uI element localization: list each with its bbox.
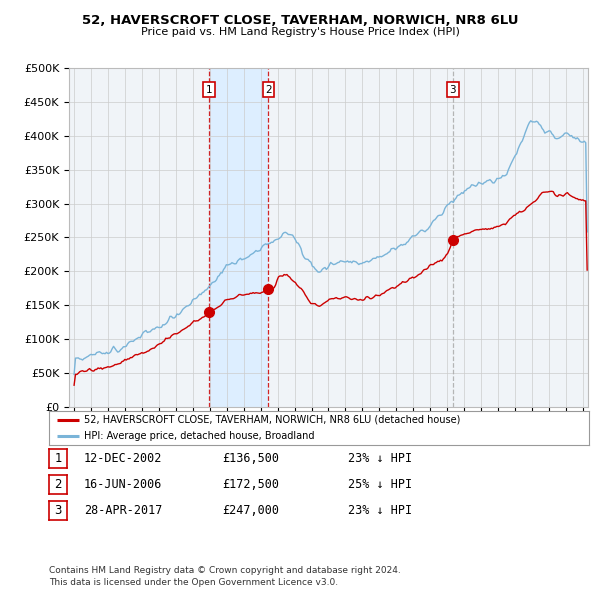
Text: 12-DEC-2002: 12-DEC-2002 xyxy=(84,452,163,465)
Text: £172,500: £172,500 xyxy=(222,478,279,491)
Text: 23% ↓ HPI: 23% ↓ HPI xyxy=(348,452,412,465)
Text: 3: 3 xyxy=(55,504,62,517)
Text: Contains HM Land Registry data © Crown copyright and database right 2024.
This d: Contains HM Land Registry data © Crown c… xyxy=(49,566,401,587)
Text: 3: 3 xyxy=(449,84,456,94)
Text: 28-APR-2017: 28-APR-2017 xyxy=(84,504,163,517)
Text: 2: 2 xyxy=(265,84,272,94)
Text: Price paid vs. HM Land Registry's House Price Index (HPI): Price paid vs. HM Land Registry's House … xyxy=(140,27,460,37)
Text: HPI: Average price, detached house, Broadland: HPI: Average price, detached house, Broa… xyxy=(85,431,315,441)
Text: 1: 1 xyxy=(55,452,62,465)
Text: £136,500: £136,500 xyxy=(222,452,279,465)
Text: 2: 2 xyxy=(55,478,62,491)
Text: 25% ↓ HPI: 25% ↓ HPI xyxy=(348,478,412,491)
Text: 1: 1 xyxy=(206,84,212,94)
Text: 23% ↓ HPI: 23% ↓ HPI xyxy=(348,504,412,517)
Text: 52, HAVERSCROFT CLOSE, TAVERHAM, NORWICH, NR8 6LU (detached house): 52, HAVERSCROFT CLOSE, TAVERHAM, NORWICH… xyxy=(85,415,461,425)
Bar xyxy=(209,68,268,407)
Text: 52, HAVERSCROFT CLOSE, TAVERHAM, NORWICH, NR8 6LU: 52, HAVERSCROFT CLOSE, TAVERHAM, NORWICH… xyxy=(82,14,518,27)
Text: £247,000: £247,000 xyxy=(222,504,279,517)
Text: 16-JUN-2006: 16-JUN-2006 xyxy=(84,478,163,491)
